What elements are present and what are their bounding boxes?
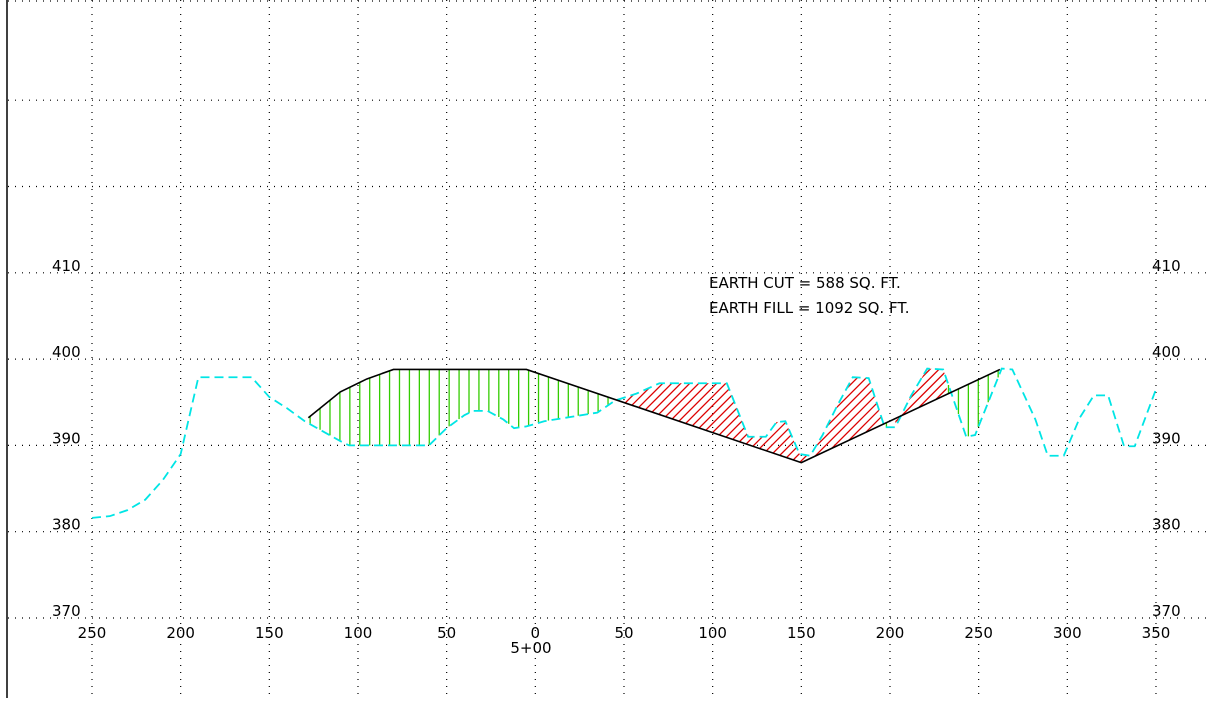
x-tick-label: 50	[614, 624, 633, 642]
station-label: 5+00	[510, 639, 551, 657]
y-tick-label: 410	[1152, 257, 1181, 275]
x-tick-label: 100	[344, 624, 373, 642]
cut-hatch-line	[881, 377, 885, 463]
cut-hatch-line	[656, 377, 778, 463]
cut-hatch-line	[918, 368, 947, 428]
x-tick-label: 350	[1142, 624, 1171, 642]
y-tick-label: 380	[52, 516, 81, 534]
cut-hatch-line	[615, 377, 625, 463]
y-tick-labels-left: 370 380 390 400 410	[52, 257, 81, 620]
x-tick-label: 200	[876, 624, 905, 642]
cut-hatch-region	[615, 350, 1011, 470]
y-tick-label: 400	[52, 343, 81, 361]
x-tick-label: 250	[964, 624, 993, 642]
design-template-line	[307, 368, 1001, 464]
earth-fill-label: EARTH FILL = 1092 SQ. FT.	[709, 299, 909, 317]
y-tick-labels-right: 370 380 390 400 410	[1152, 257, 1181, 620]
cut-hatch-line	[895, 368, 947, 428]
cut-hatch-line	[615, 377, 688, 463]
y-tick-label: 390	[1152, 429, 1181, 447]
cut-hatch-line	[701, 377, 823, 463]
x-tick-label: 200	[166, 624, 195, 642]
cut-hatch-line	[615, 377, 724, 463]
cut-hatch-line	[895, 368, 947, 428]
cut-hatch-line	[746, 377, 868, 463]
x-tick-label: 250	[78, 624, 107, 642]
cut-hatch-line	[891, 350, 1011, 470]
cut-hatch-line	[863, 377, 885, 463]
x-tick-label: 0	[531, 624, 541, 642]
cut-hatch-line	[936, 368, 947, 428]
cut-hatch-line	[945, 368, 947, 428]
cut-hatch-line	[615, 377, 733, 463]
x-tick-labels: 250 200 150 100 50 0 50 100 150 200 250 300 350	[78, 624, 1171, 642]
cut-hatch-line	[647, 377, 769, 463]
y-tick-label: 380	[1152, 516, 1181, 534]
cut-hatch-line	[755, 377, 877, 463]
cut-hatch-line	[615, 377, 616, 463]
cut-hatch-line	[895, 368, 914, 428]
cut-hatch-line	[615, 377, 670, 463]
x-tick-label: 300	[1053, 624, 1082, 642]
cut-hatch-line	[800, 377, 885, 463]
cut-hatch-line	[615, 377, 634, 463]
cut-hatch-line	[895, 368, 947, 428]
cut-hatch-line	[895, 368, 947, 428]
cut-hatch-line	[836, 377, 885, 463]
cut-hatch-line	[872, 377, 885, 463]
y-tick-label: 410	[52, 257, 81, 275]
cut-hatch-line	[782, 377, 885, 463]
x-tick-label: 100	[698, 624, 727, 642]
cut-hatch-line	[737, 377, 859, 463]
x-tick-label: 150	[255, 624, 284, 642]
cut-hatch-line	[955, 350, 1075, 470]
x-tick-label: 50	[437, 624, 456, 642]
cut-hatch-line	[615, 377, 715, 463]
y-tick-label: 400	[1152, 343, 1181, 361]
cut-hatch-line	[674, 377, 796, 463]
grid	[8, 0, 1209, 698]
y-tick-label: 390	[52, 429, 81, 447]
area-fills	[309, 350, 1075, 470]
x-tick-label: 150	[787, 624, 816, 642]
cut-hatch-line	[895, 368, 941, 428]
cut-hatch-line	[895, 368, 905, 428]
cut-hatch-line	[692, 377, 814, 463]
profile-lines	[91, 367, 1157, 519]
cut-hatch-line	[845, 377, 885, 463]
cut-hatch-line	[895, 368, 947, 428]
y-tick-label: 370	[52, 602, 81, 620]
cut-hatch-line	[615, 377, 697, 463]
cut-hatch-line	[615, 377, 643, 463]
cut-hatch-line	[683, 377, 805, 463]
cut-hatch-line	[615, 377, 652, 463]
earth-cut-label: EARTH CUT = 588 SQ. FT.	[709, 274, 901, 292]
cut-hatch-line	[791, 377, 885, 463]
y-tick-label: 370	[1152, 602, 1181, 620]
cut-hatch-line	[895, 368, 947, 428]
cut-hatch-line	[638, 377, 760, 463]
cut-hatch-line	[728, 377, 850, 463]
cut-hatch-line	[827, 377, 885, 463]
existing-ground-line	[91, 367, 1157, 519]
cut-hatch-line	[620, 377, 742, 463]
cut-hatch-line	[615, 377, 679, 463]
